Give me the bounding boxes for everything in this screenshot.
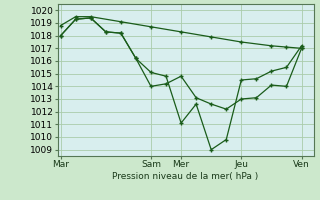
X-axis label: Pression niveau de la mer( hPa ): Pression niveau de la mer( hPa ) bbox=[112, 172, 259, 181]
